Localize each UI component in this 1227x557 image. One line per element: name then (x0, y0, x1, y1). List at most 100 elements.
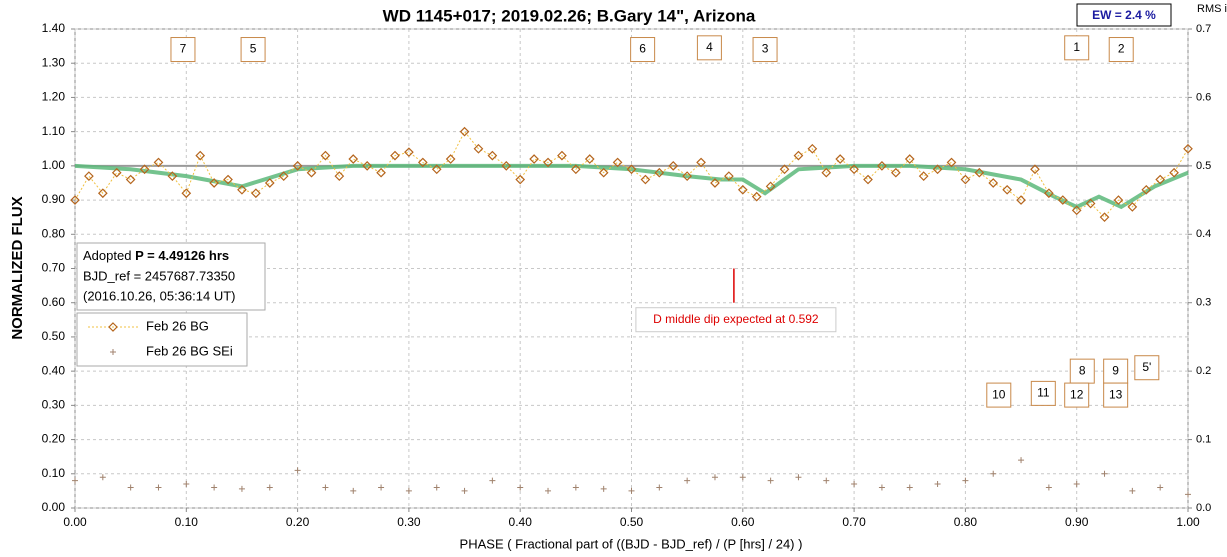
diamond-marker (529, 154, 539, 164)
info-text: Adopted (83, 248, 131, 263)
x-tick-label: 0.30 (397, 515, 421, 529)
diamond-marker (821, 167, 832, 178)
plus-marker (545, 487, 552, 494)
plus-marker (1073, 481, 1080, 488)
y-tick-label: 1.30 (42, 55, 66, 69)
diamond-marker (1113, 195, 1124, 205)
dip-label: D middle dip expected at 0.592 (653, 312, 819, 326)
diamond-marker (584, 154, 595, 164)
diamond-marker (696, 157, 706, 168)
diamond-marker (1127, 202, 1138, 212)
diamond-marker (668, 161, 679, 171)
diamond-marker (1071, 205, 1082, 216)
diamond-marker (877, 161, 887, 171)
ew-label: EW = 2.4 % (1092, 8, 1156, 22)
annotation-label: 8 (1079, 363, 1086, 377)
info-period: P = 4.49126 hrs (135, 248, 229, 263)
plus-marker (433, 484, 440, 491)
plus-marker (183, 481, 190, 488)
diamond-marker (849, 164, 859, 175)
plus-marker (72, 477, 78, 484)
plus-marker (656, 484, 663, 491)
y-tick-label: 0.10 (42, 466, 66, 480)
diamond-marker (111, 167, 122, 178)
plus-marker (127, 484, 134, 491)
diamond-marker (167, 171, 178, 181)
y-axis-label: NORMALIZED FLUX (9, 196, 26, 339)
diamond-marker (487, 150, 498, 161)
info-line: BJD_ref = 2457687.73350 (83, 268, 235, 283)
diamond-marker (793, 150, 804, 161)
y-tick-label: 0.70 (42, 261, 66, 275)
diamond-marker (70, 195, 80, 205)
plus-marker (906, 484, 913, 491)
info-box (76, 242, 266, 311)
diamond-marker (125, 174, 136, 185)
legend-box (76, 312, 248, 367)
diamond-marker (404, 147, 414, 158)
diamond-marker (904, 154, 915, 164)
diamond-marker (1002, 184, 1012, 195)
diamond-marker (97, 188, 108, 199)
annotation-box (240, 37, 266, 63)
annotation-box (1103, 358, 1129, 384)
plus-marker (962, 477, 969, 484)
diamond-marker (765, 181, 776, 192)
annotation-label: 10 (992, 387, 1006, 401)
diamond-marker (710, 178, 720, 188)
plus-marker (489, 477, 496, 484)
x-tick-label: 0.80 (954, 515, 978, 529)
plus-marker (1185, 491, 1191, 498)
diamond-marker (1085, 198, 1096, 209)
y-tick-label: 0.60 (42, 295, 66, 309)
plus-marker (110, 349, 116, 355)
annotation-box (1134, 355, 1160, 381)
annotation-label: 11 (1037, 386, 1050, 400)
diamond-marker (139, 164, 150, 175)
diamond-marker (835, 154, 846, 164)
diamond-marker (306, 167, 317, 178)
annotation-box (752, 37, 778, 63)
plus-marker (1157, 484, 1164, 491)
y-tick-label: 1.40 (42, 21, 66, 35)
diamond-marker (1057, 195, 1068, 205)
diamond-marker (320, 150, 331, 161)
diamond-marker (237, 184, 247, 195)
diamond-marker (1044, 188, 1054, 199)
y2-tick-label: 0.1 (1196, 433, 1211, 445)
annotation-box (986, 382, 1012, 408)
plus-marker (795, 474, 802, 481)
annotation-label: 4 (706, 40, 713, 54)
diamond-marker (376, 167, 386, 178)
plus-marker (572, 484, 579, 491)
plus-marker (294, 467, 301, 474)
diamond-marker (863, 174, 873, 185)
x-tick-label: 0.40 (509, 515, 533, 529)
diamond-marker (473, 143, 484, 154)
plus-marker (378, 484, 385, 491)
plus-marker (405, 487, 412, 494)
diamond-marker (1099, 212, 1110, 223)
diamond-marker (417, 157, 428, 168)
diamond-marker (557, 150, 567, 161)
plus-marker (1018, 457, 1025, 464)
diamond-marker (501, 161, 512, 171)
y2-tick-label: 0.6 (1196, 91, 1211, 103)
diamond-marker (515, 174, 526, 185)
plus-marker (517, 484, 524, 491)
annotation-box (1064, 35, 1090, 61)
diamond-marker (223, 174, 233, 185)
plus-marker (266, 484, 273, 491)
diamond-marker (988, 178, 999, 188)
legend-label: Feb 26 BG (146, 318, 209, 333)
diamond-marker (932, 164, 943, 175)
diamond-marker (946, 157, 957, 168)
x-tick-label: 0.70 (842, 515, 866, 529)
annotation-label: 13 (1109, 387, 1123, 401)
diamond-marker (751, 191, 762, 202)
annotation-label: 1 (1073, 40, 1080, 54)
annotation-label: 7 (180, 42, 187, 56)
diamond-marker (779, 164, 790, 175)
y2-tick-label: 0.0 (1196, 502, 1211, 514)
plus-marker (684, 477, 691, 484)
